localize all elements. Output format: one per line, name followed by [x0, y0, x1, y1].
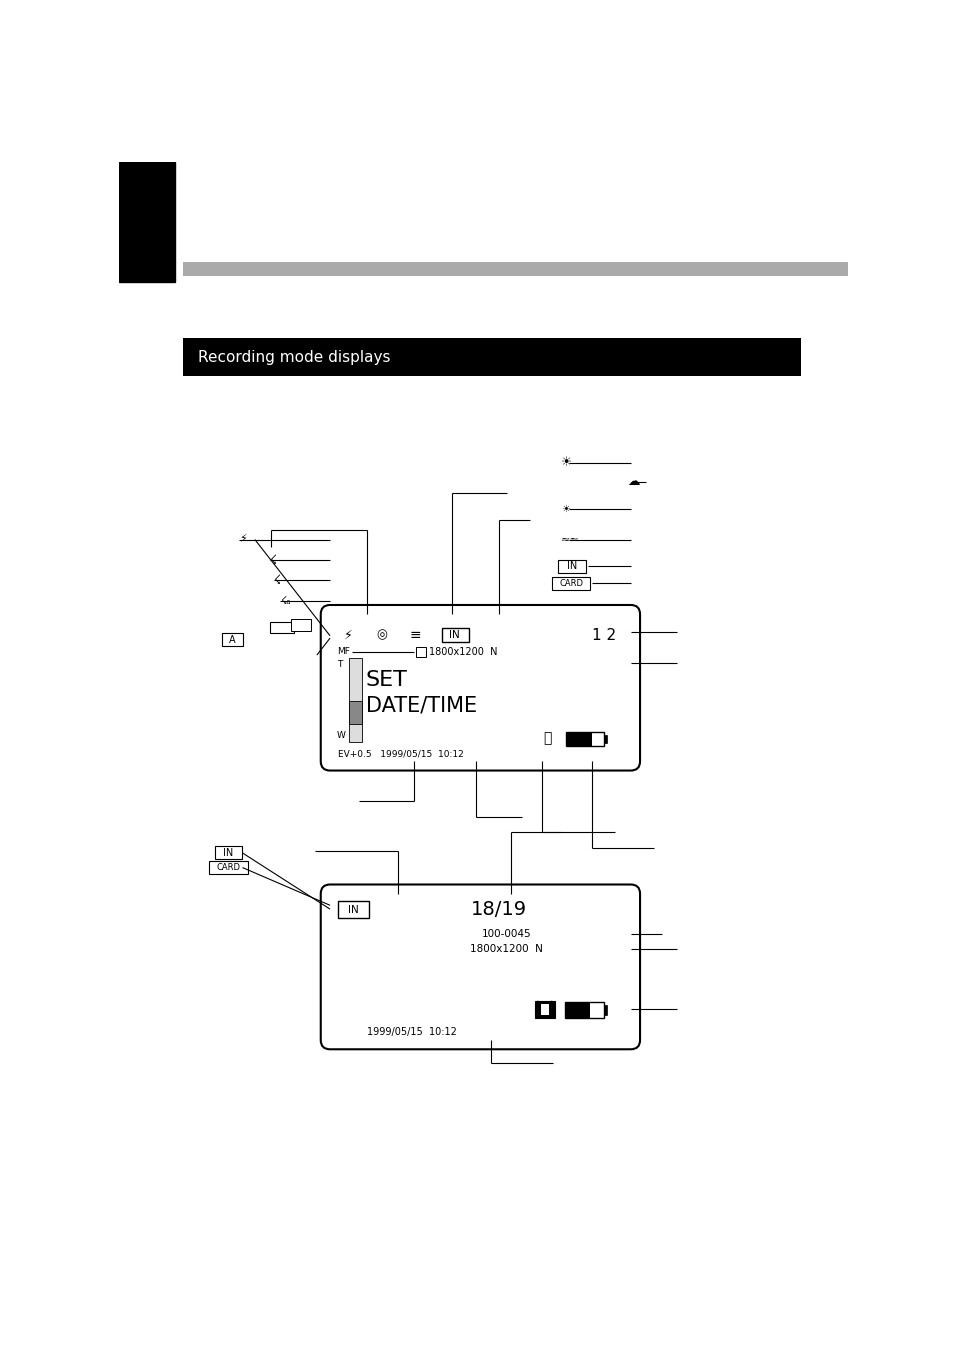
- Text: IN: IN: [566, 561, 577, 572]
- Bar: [603, 735, 607, 742]
- Text: CARD: CARD: [216, 863, 240, 872]
- Text: 1800x1200  N: 1800x1200 N: [470, 944, 542, 955]
- Bar: [209, 861, 248, 873]
- Bar: [564, 1002, 603, 1018]
- Bar: [214, 846, 242, 859]
- Text: ≈≈: ≈≈: [560, 534, 579, 545]
- Text: ⏻: ⏻: [542, 731, 551, 745]
- Text: ≡: ≡: [409, 629, 420, 642]
- Text: 18/19: 18/19: [471, 899, 526, 918]
- Bar: [416, 646, 426, 657]
- Text: CARD: CARD: [558, 579, 582, 588]
- Text: MF: MF: [336, 648, 350, 657]
- Text: ☇: ☇: [270, 554, 276, 566]
- Text: T: T: [336, 660, 342, 669]
- Bar: [337, 902, 369, 918]
- Bar: [222, 634, 243, 646]
- Text: ☇: ☇: [274, 573, 281, 587]
- Bar: [183, 262, 847, 276]
- Bar: [540, 1003, 548, 1015]
- Text: ☇ₐ: ☇ₐ: [279, 596, 290, 606]
- Bar: [270, 622, 294, 634]
- Text: IN: IN: [348, 904, 358, 915]
- Bar: [348, 702, 361, 725]
- Text: EV+0.5   1999/05/15  10:12: EV+0.5 1999/05/15 10:12: [337, 749, 463, 758]
- Text: Recording mode displays: Recording mode displays: [198, 350, 391, 365]
- Text: ◎: ◎: [376, 629, 387, 641]
- Text: W: W: [336, 731, 346, 741]
- Text: 1999/05/15  10:12: 1999/05/15 10:12: [367, 1028, 456, 1037]
- Text: ⚡: ⚡: [344, 629, 353, 641]
- Text: IN: IN: [223, 848, 233, 859]
- Bar: [551, 576, 590, 591]
- Text: A: A: [229, 634, 235, 645]
- Text: SET: SET: [365, 669, 407, 690]
- Bar: [535, 1000, 555, 1018]
- Bar: [603, 1006, 607, 1014]
- Text: ☀: ☀: [560, 456, 572, 469]
- Bar: [564, 1002, 590, 1018]
- Bar: [566, 731, 603, 746]
- FancyBboxPatch shape: [320, 884, 639, 1049]
- Bar: [291, 619, 311, 631]
- Text: 100-0045: 100-0045: [481, 929, 531, 938]
- Bar: [441, 629, 468, 642]
- Text: 1800x1200  N: 1800x1200 N: [429, 648, 497, 657]
- Text: DATE/TIME: DATE/TIME: [365, 696, 476, 715]
- Bar: [119, 162, 174, 281]
- Text: ⚡: ⚡: [239, 534, 247, 545]
- Text: ☁: ☁: [627, 476, 639, 488]
- Bar: [566, 731, 592, 746]
- FancyBboxPatch shape: [320, 604, 639, 771]
- Text: IN: IN: [449, 630, 459, 639]
- Bar: [183, 338, 801, 376]
- Text: 1 2: 1 2: [591, 627, 615, 642]
- Text: ☀: ☀: [560, 504, 569, 514]
- Bar: [558, 560, 585, 573]
- Bar: [348, 658, 361, 742]
